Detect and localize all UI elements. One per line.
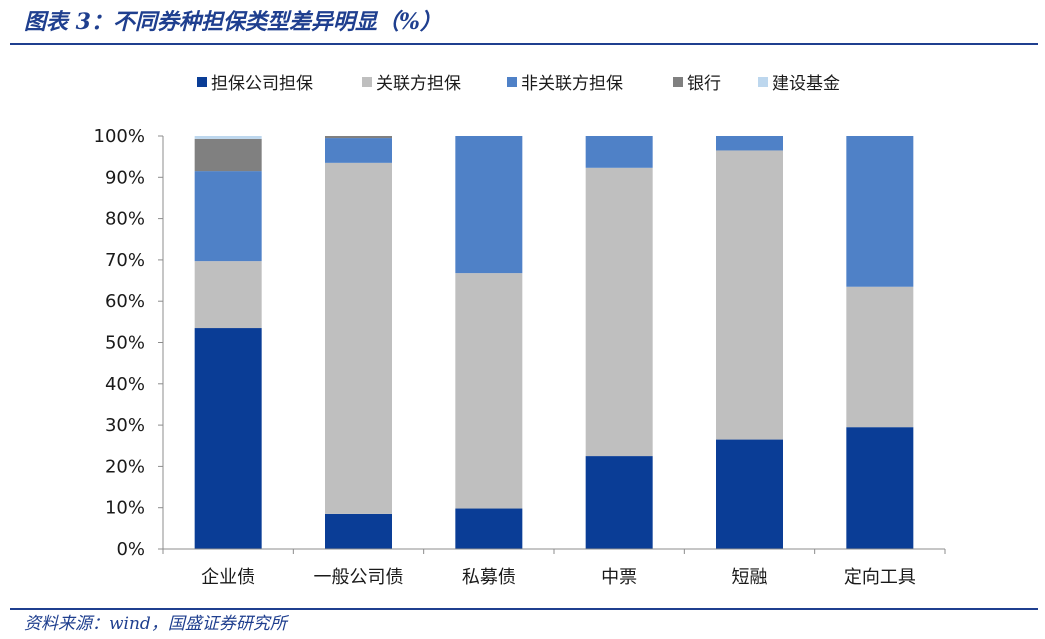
legend-swatch [362, 77, 372, 87]
x-category-label: 定向工具 [844, 567, 916, 588]
x-axis: 企业债 一般公司债 私募债 中票 短融 定向工具 [162, 548, 946, 588]
bar-segment [194, 171, 262, 262]
legend-item: 建设基金 [758, 74, 840, 94]
figure-title: 图表 3：不同券种担保类型差异明显（%） [24, 9, 442, 35]
bar-stack [194, 136, 262, 549]
bar-segment [325, 136, 392, 139]
bar-segment [455, 273, 523, 509]
source-note: 资料来源：wind，国盛证券研究所 [24, 614, 287, 634]
bar-segment [846, 286, 914, 428]
legend-label: 银行 [687, 74, 721, 94]
x-category-label: 企业债 [201, 567, 255, 588]
y-tick-label: 60% [105, 291, 145, 312]
bar-segment [194, 328, 262, 549]
stacked-bar-chart: 担保公司担保 关联方担保 非关联方担保 银行 建设基金 0% 10% 20% 30% 40% 50… [94, 74, 946, 588]
bar-stack [716, 136, 783, 549]
bar-segment [194, 136, 262, 139]
legend-swatch [758, 77, 768, 87]
legend-label: 关联方担保 [376, 74, 461, 94]
legend-label: 担保公司担保 [211, 74, 313, 94]
legend-item: 非关联方担保 [507, 74, 623, 94]
bar-stack [455, 136, 523, 549]
bar-segment [194, 261, 262, 329]
legend-swatch [197, 77, 207, 87]
bar-segment [325, 162, 392, 514]
y-axis: 0% 10% 20% 30% 40% 50% 60% 70% 80% 90% 100% [94, 126, 164, 560]
y-tick-label: 10% [105, 498, 145, 519]
bar-segment [585, 167, 653, 457]
legend-item: 关联方担保 [362, 74, 461, 94]
bar-segment [716, 439, 783, 549]
bar-segment [455, 508, 523, 549]
x-category-label: 一般公司债 [314, 567, 404, 588]
bar-segment [846, 427, 914, 549]
bar-segment [585, 456, 653, 549]
y-tick-label: 20% [105, 456, 145, 477]
bar-segment [325, 513, 392, 549]
source-divider [10, 608, 1038, 610]
y-tick-label: 30% [105, 415, 145, 436]
bar-stack [585, 136, 653, 549]
x-category-label: 短融 [732, 567, 768, 588]
bar-stack [325, 136, 392, 549]
bar-segment [716, 150, 783, 440]
y-tick-label: 90% [105, 167, 145, 188]
legend-swatch [507, 77, 517, 87]
y-tick-label: 100% [94, 126, 145, 147]
legend-label: 建设基金 [772, 74, 840, 94]
y-tick-label: 80% [105, 209, 145, 230]
bar-segment [716, 136, 783, 151]
y-tick-label: 0% [116, 539, 145, 560]
y-tick-label: 40% [105, 374, 145, 395]
legend-swatch [673, 77, 683, 87]
y-tick-label: 70% [105, 250, 145, 271]
x-category-label: 中票 [601, 567, 637, 588]
legend-item: 担保公司担保 [197, 74, 313, 94]
y-tick-label: 50% [105, 333, 145, 354]
title-divider [10, 43, 1038, 45]
bar-segment [846, 136, 914, 287]
bar-segment [325, 138, 392, 163]
legend: 担保公司担保 关联方担保 非关联方担保 银行 建设基金 [197, 74, 840, 94]
legend-label: 非关联方担保 [521, 74, 623, 94]
bars [194, 136, 914, 549]
x-category-label: 私募债 [462, 567, 516, 588]
bar-segment [585, 136, 653, 168]
bar-stack [846, 136, 914, 549]
legend-item: 银行 [673, 74, 721, 94]
bar-segment [194, 138, 262, 172]
bar-segment [455, 136, 523, 274]
